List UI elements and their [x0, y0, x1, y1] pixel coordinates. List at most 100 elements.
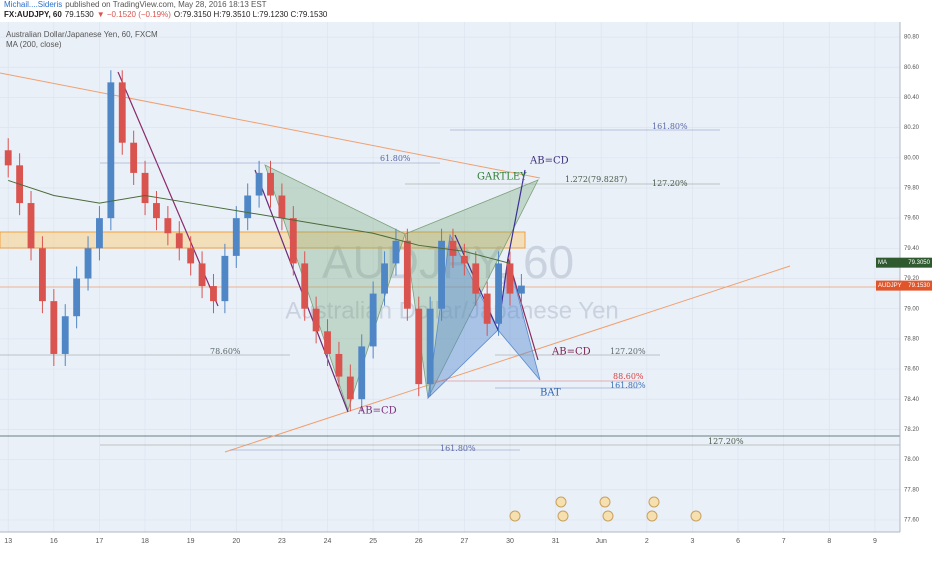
candle-body [381, 263, 388, 294]
x-tick-label: 23 [278, 538, 286, 545]
annotation: 1.272(79.8287) [565, 175, 627, 184]
y-tick-label: 80.40 [904, 95, 920, 101]
x-tick-label: 30 [506, 538, 514, 545]
x-tick-label: 16 [50, 538, 58, 545]
candle-body [312, 308, 320, 332]
price-tag [876, 280, 932, 291]
watermark: AUDJPY, 60 [322, 236, 574, 288]
event-icon[interactable] [646, 510, 658, 522]
y-tick-label: 80.80 [904, 35, 920, 41]
watermark-subtitle: Australian Dollar/Japanese Yen [285, 297, 619, 324]
author[interactable]: Michail....Sideris [4, 0, 63, 9]
event-icon[interactable] [602, 510, 614, 522]
event-icon[interactable] [648, 496, 660, 508]
annotation: AB=CD [529, 156, 569, 167]
annotation: 127.20% [708, 437, 744, 446]
grid [0, 22, 900, 532]
price: 79.1530 [64, 10, 94, 19]
annotation: GARTLEY [477, 172, 527, 183]
x-tick-label: 17 [96, 538, 104, 545]
candle-body [438, 240, 445, 309]
x-tick-label: 8 [827, 538, 831, 545]
y-tick-label: 80.00 [904, 155, 920, 161]
candle-body [517, 285, 525, 294]
annotation: AB=CD [357, 406, 397, 417]
candle-body [392, 240, 400, 264]
symbol: FX:AUDJPY, 60 [4, 10, 62, 19]
y-tick-label: 79.00 [904, 306, 920, 312]
candle-body [289, 218, 297, 264]
candle-body [210, 286, 217, 302]
candle-body [73, 278, 81, 317]
candle-body [153, 203, 160, 219]
annotation: 127.20% [610, 347, 646, 356]
ohlc: O:79.3150 H:79.3510 L:79.1230 C:79.1530 [173, 10, 328, 19]
price-tag-name: MA [878, 260, 887, 266]
candle-body [426, 308, 434, 385]
candle-body [39, 248, 46, 302]
candle-body [403, 240, 411, 309]
annotation: 161.80% [652, 122, 688, 131]
x-tick-label: 7 [782, 538, 786, 545]
candle-body [324, 331, 331, 354]
candle-body [244, 195, 252, 219]
y-tick-label: 78.40 [904, 397, 920, 403]
candle-body [267, 172, 274, 196]
marks [4, 70, 525, 412]
x-tick-label: 6 [736, 538, 740, 545]
candle-body [460, 255, 468, 264]
price-tag-label: 79.3050 [908, 260, 930, 266]
candle-body [198, 263, 206, 287]
candle-body [96, 218, 103, 249]
candle-body [335, 353, 343, 377]
y-tick-label: 80.20 [904, 125, 920, 131]
candle-body [141, 172, 149, 204]
price-tag [876, 257, 932, 268]
candle-body [61, 316, 69, 354]
candle-body [50, 301, 58, 354]
candle-body [221, 255, 229, 302]
event-icons [509, 496, 702, 522]
candle-body [506, 263, 514, 294]
candle-body [449, 240, 457, 256]
event-icon[interactable] [509, 510, 521, 522]
candle-body [472, 263, 480, 294]
axis-labels: 80.80 80.60 80.40 80.20 80.00 79.80 79.60 79.40… [4, 35, 932, 545]
price-tag-name: AUDJPY [878, 283, 902, 289]
plot-background [0, 22, 900, 532]
y-tick-label: 77.80 [904, 487, 920, 493]
event-icon[interactable] [555, 496, 567, 508]
candle-body [130, 142, 138, 173]
candle-body [84, 248, 92, 279]
x-tick-label: 2 [645, 538, 649, 545]
candle-body [301, 263, 309, 309]
candle-body [118, 82, 126, 143]
event-icon[interactable] [557, 510, 569, 522]
candle-body [358, 346, 366, 400]
ma-legend: MA (200, close) [6, 40, 62, 49]
annotation: AB=CD [551, 347, 591, 358]
y-tick-label: 78.20 [904, 427, 920, 433]
x-tick-label: 19 [187, 538, 195, 545]
x-tick-label: 31 [552, 538, 560, 545]
candle-body [4, 150, 12, 166]
x-tick-label: Jun [596, 538, 607, 545]
event-icon[interactable] [690, 510, 702, 522]
x-tick-label: 3 [690, 538, 694, 545]
candle-body [107, 82, 115, 219]
y-tick-label: 79.60 [904, 216, 920, 222]
y-tick-label: 78.00 [904, 457, 920, 463]
candle-body [255, 172, 263, 196]
y-tick-label: 77.60 [904, 518, 920, 524]
annotation: 161.80% [440, 444, 476, 453]
trendline [224, 265, 791, 453]
annotation: 161.80% [610, 381, 646, 390]
x-tick-label: 20 [232, 538, 240, 545]
y-tick-label: 78.80 [904, 336, 920, 342]
event-icon[interactable] [599, 496, 611, 508]
annotation: 127.20% [652, 179, 688, 188]
page: {"header": {"author": "Michail....Sideri… [0, 0, 932, 545]
annotations: 61.80%161.80%1.272(79.8287) 127.20%AB=CDG… [210, 122, 744, 453]
header: Michail....Sideris published on TradingVi… [4, 0, 330, 20]
chart: AUDJPY, 60 Australian Dollar/Japanese Ye… [0, 22, 932, 550]
